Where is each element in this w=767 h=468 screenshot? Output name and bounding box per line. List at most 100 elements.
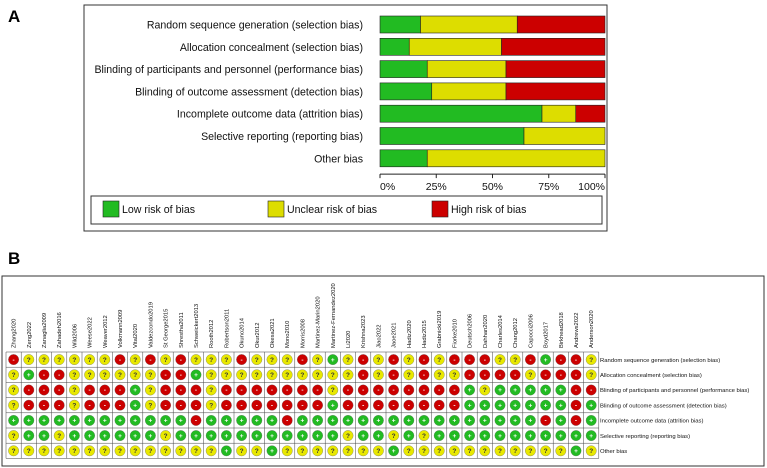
study-label: Martinez-Marin2020 — [316, 296, 322, 348]
rating-symbol: + — [316, 433, 320, 440]
rating-dot — [373, 415, 384, 426]
category-label: Allocation concealment (selection bias) — [180, 42, 363, 54]
rating-dot — [69, 399, 80, 411]
rating-symbol: ? — [12, 402, 16, 409]
rating-dot — [570, 354, 582, 365]
rating-symbol: + — [270, 418, 274, 425]
rating-symbol: + — [529, 433, 533, 440]
rating-symbol: + — [483, 433, 487, 440]
panel-b-domain-labels: Random sequence generation (selection bi… — [600, 358, 749, 455]
rating-symbol: + — [88, 433, 92, 440]
rating-dot — [433, 354, 445, 365]
bar-segment — [523, 127, 606, 145]
study-label: Jiao2022 — [376, 324, 382, 348]
rating-symbol: + — [301, 433, 305, 440]
rating-symbol: + — [149, 433, 153, 440]
rating-symbol: - — [180, 372, 182, 379]
bar-segment — [420, 15, 518, 34]
rating-dot — [175, 354, 187, 365]
rating-symbol: ? — [72, 387, 76, 394]
rating-dot — [251, 430, 263, 441]
rating-symbol: ? — [148, 372, 152, 379]
rating-dot — [388, 399, 399, 411]
rating-symbol: + — [453, 418, 457, 425]
rating-dot — [449, 445, 460, 457]
rating-symbol: ? — [118, 448, 122, 455]
panel-b-grid: -?????? -? -? -??? -??? -? +? -? -? -? - - -?? - + - -??… — [5, 351, 600, 459]
study-label: Anderson2020 — [589, 310, 595, 348]
rating-symbol: ? — [528, 372, 532, 379]
rating-dot — [69, 415, 80, 426]
study-label: Shrestha2011 — [179, 312, 185, 348]
rating-dot — [175, 399, 187, 411]
study-label: Chang2012 — [513, 318, 519, 348]
rating-symbol: ? — [164, 357, 168, 364]
rating-symbol: ? — [12, 448, 16, 455]
rating-dot — [160, 354, 171, 365]
rating-dot — [388, 430, 399, 441]
study-label: Krishna2023 — [361, 315, 367, 348]
rating-symbol: + — [270, 448, 274, 455]
rating-symbol: + — [133, 433, 137, 440]
rating-symbol: ? — [148, 402, 152, 409]
rating-dot — [53, 399, 65, 411]
rating-symbol: + — [27, 372, 31, 379]
rating-symbol: + — [179, 433, 183, 440]
rating-symbol: ? — [437, 448, 441, 455]
rating-symbol: ? — [72, 448, 76, 455]
rating-dot — [403, 415, 415, 426]
rating-dot — [84, 384, 95, 396]
rating-symbol: + — [118, 433, 122, 440]
rating-dot — [53, 445, 65, 457]
rating-dot — [38, 430, 50, 441]
rating-symbol: ? — [42, 357, 46, 364]
rating-symbol: ? — [194, 357, 198, 364]
rating-symbol: - — [453, 357, 455, 364]
rating-symbol: + — [240, 433, 244, 440]
rating-symbol: - — [362, 387, 364, 394]
panel-a-frame — [83, 4, 608, 232]
rating-symbol: ? — [316, 372, 320, 379]
rating-dot — [297, 415, 308, 426]
rating-dot — [525, 384, 536, 396]
rating-symbol: ? — [316, 357, 320, 364]
domain-label: Allocation concealment (selection bias) — [600, 373, 702, 379]
rating-symbol: ? — [376, 448, 380, 455]
rating-dot — [84, 399, 95, 411]
rating-symbol: + — [361, 433, 365, 440]
rating-dot — [433, 415, 445, 426]
x-tick-label: 100% — [578, 181, 605, 193]
rating-dot — [540, 415, 551, 426]
rating-symbol: ? — [255, 357, 259, 364]
rating-dot — [205, 399, 217, 411]
rating-dot — [449, 415, 460, 426]
rating-symbol: + — [559, 402, 563, 409]
rating-dot — [509, 415, 521, 426]
rating-symbol: - — [575, 357, 577, 364]
rating-symbol: - — [423, 372, 425, 379]
rating-symbol: ? — [452, 448, 456, 455]
rating-symbol: + — [209, 433, 213, 440]
rating-dot — [525, 445, 536, 457]
rating-symbol: ? — [376, 372, 380, 379]
rating-symbol: + — [149, 418, 153, 425]
rating-dot — [327, 369, 339, 381]
bar-segment — [426, 149, 606, 168]
rating-dot — [342, 384, 354, 396]
rating-symbol: - — [377, 402, 379, 409]
rating-dot — [266, 445, 278, 457]
rating-dot — [555, 384, 567, 396]
rating-dot — [8, 399, 19, 411]
rating-dot — [114, 415, 126, 426]
category-label: Incomplete outcome data (attrition bias) — [177, 109, 363, 121]
rating-dot — [540, 445, 551, 457]
rating-dot — [494, 369, 506, 381]
rating-dot — [297, 369, 308, 381]
rating-symbol: - — [575, 418, 577, 425]
rating-symbol: - — [256, 387, 258, 394]
rating-dot — [312, 369, 323, 381]
rating-dot — [99, 430, 111, 441]
rating-dot — [160, 369, 171, 381]
rating-symbol: ? — [72, 357, 76, 364]
